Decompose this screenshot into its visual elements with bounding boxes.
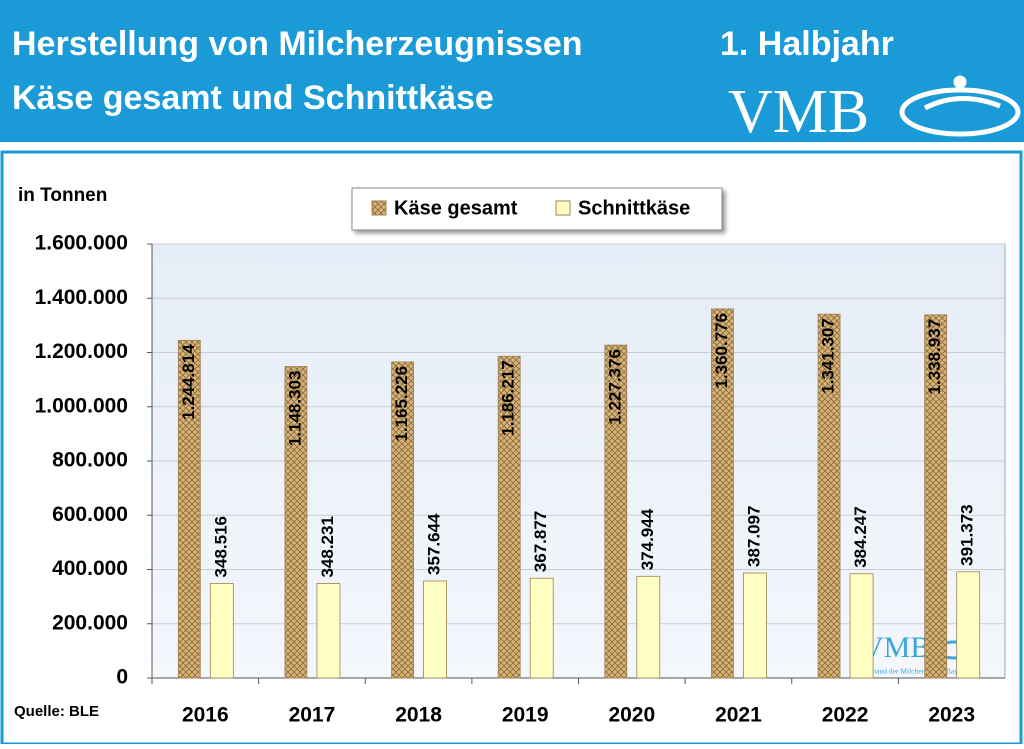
legend-swatch: [371, 200, 387, 216]
y-axis-label: in Tonnen: [18, 185, 107, 206]
header-period: 1. Halbjahr: [720, 25, 894, 63]
bar: [423, 580, 447, 679]
y-tick-label: 600.000: [52, 503, 128, 526]
data-label: 1.186.217: [499, 360, 518, 436]
header-title: Herstellung von Milcherzeugnissen: [12, 25, 583, 63]
data-label: 387.097: [744, 506, 763, 567]
legend-label: Schnittkäse: [578, 197, 690, 219]
data-label: 1.244.814: [179, 344, 198, 420]
data-label: 384.247: [851, 506, 870, 567]
legend-swatch: [555, 200, 571, 216]
bar: [529, 577, 554, 679]
legend-box: [351, 187, 723, 231]
data-label: 1.341.307: [819, 318, 838, 394]
data-label: 374.944: [638, 508, 657, 570]
bar: [604, 344, 628, 679]
bar: [209, 583, 234, 679]
x-tick-label: 2017: [289, 704, 336, 727]
x-tick-label: 2019: [502, 704, 549, 727]
y-tick-label: 400.000: [52, 557, 128, 580]
data-label: 1.338.937: [925, 319, 944, 395]
bar: [284, 366, 308, 679]
data-label: 1.148.303: [285, 371, 304, 447]
bar: [849, 573, 874, 679]
y-tick-label: 800.000: [52, 449, 128, 472]
bar: [636, 575, 661, 679]
legend: [351, 187, 723, 231]
bar: [817, 313, 841, 679]
header-subtitle: Käse gesamt und Schnittkäse: [12, 79, 494, 117]
x-tick-label: 2016: [182, 704, 229, 727]
y-tick-label: 1.200.000: [35, 340, 128, 363]
bar: [177, 339, 201, 679]
data-label: 1.227.376: [605, 349, 624, 425]
x-tick-label: 2020: [608, 704, 655, 727]
y-tick-label: 1.000.000: [35, 394, 128, 417]
y-tick-label: 1.600.000: [35, 232, 128, 255]
bar: [711, 308, 734, 679]
logo-swoosh: [899, 75, 1021, 137]
bar: [497, 355, 521, 679]
data-label: 348.231: [318, 516, 337, 577]
data-label: 391.373: [958, 504, 977, 565]
x-tick-label: 2018: [395, 704, 442, 727]
data-label: 357.644: [425, 513, 444, 575]
x-tick-label: 2021: [715, 704, 762, 727]
x-tick-label: 2022: [822, 704, 869, 727]
bar: [743, 572, 767, 679]
source: Quelle: BLE: [14, 703, 99, 720]
header-logo: VMB: [728, 78, 869, 146]
x-tick-label: 2023: [928, 704, 975, 727]
bar: [924, 314, 948, 679]
data-label: 348.516: [211, 516, 230, 577]
bar: [956, 571, 981, 679]
y-tick-label: 1.400.000: [35, 286, 128, 309]
header-band: [0, 0, 1024, 142]
legend-label: Käse gesamt: [394, 197, 518, 219]
watermark-text: Verband der Milcherzeuger Bayern e.V.: [862, 667, 981, 676]
y-tick-label: 200.000: [52, 611, 128, 634]
data-label: 1.165.226: [392, 366, 411, 442]
data-label: 367.877: [531, 511, 550, 572]
data-label: 1.360.776: [712, 313, 731, 389]
bar: [391, 361, 414, 679]
y-tick-label: 0: [116, 666, 128, 689]
bar: [316, 583, 341, 679]
